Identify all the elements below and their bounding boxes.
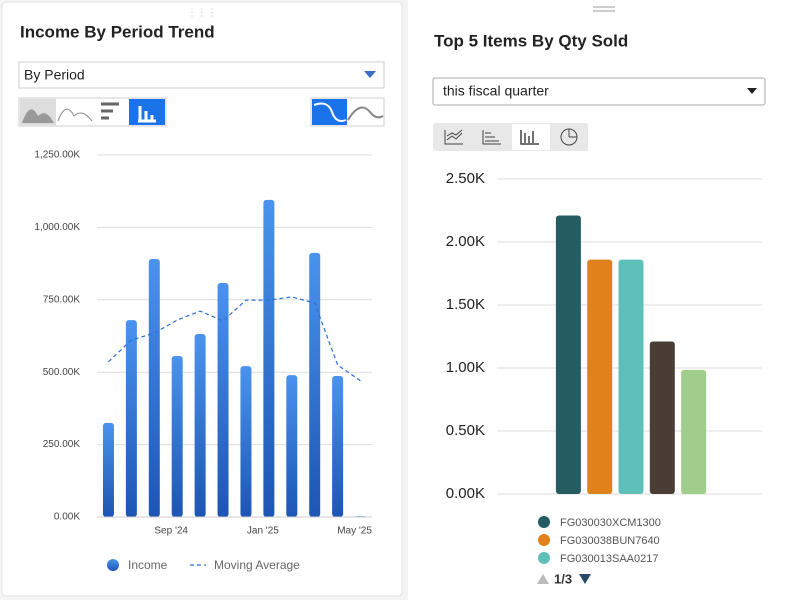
bar xyxy=(102,422,114,517)
y-tick-label: 0.00K xyxy=(446,485,485,502)
y-tick-label: 500.00K xyxy=(43,367,81,378)
legend-label[interactable]: Income xyxy=(128,558,168,572)
bar xyxy=(217,283,229,517)
quarter-dropdown[interactable] xyxy=(432,77,766,106)
bar xyxy=(309,252,321,517)
x-tick-label: May '25 xyxy=(337,526,372,537)
hbar-button[interactable] xyxy=(101,102,119,120)
line-button[interactable] xyxy=(57,108,93,122)
icon xyxy=(138,106,156,123)
pager-up[interactable] xyxy=(537,574,549,584)
bar xyxy=(555,215,581,495)
icon xyxy=(313,102,347,122)
bar xyxy=(240,366,252,517)
bar xyxy=(125,320,137,517)
chart-title: Income By Period Trend xyxy=(20,22,215,41)
bar xyxy=(587,259,613,494)
chart-type-toolbar xyxy=(433,123,588,151)
y-tick-label: 0.50K xyxy=(446,422,485,439)
legend-marker xyxy=(538,516,550,528)
dropdown-value: this fiscal quarter xyxy=(443,83,549,99)
y-tick-label: 2.50K xyxy=(446,170,485,187)
dropdown-arrow[interactable] xyxy=(747,88,757,94)
y-tick-label: 1,000.00K xyxy=(34,222,80,233)
pager-label: 1/3 xyxy=(554,571,572,586)
bar xyxy=(194,333,206,517)
dropdown-value: By Period xyxy=(24,67,85,83)
bar xyxy=(286,375,298,517)
bar xyxy=(263,199,275,517)
dropdown-arrow[interactable] xyxy=(364,71,376,78)
drag-handle[interactable]: ⋮⋮⋮ xyxy=(187,8,217,19)
legend-marker xyxy=(538,534,550,546)
hbar-button[interactable] xyxy=(482,130,501,145)
legend-marker xyxy=(107,559,119,571)
icon xyxy=(22,109,54,123)
toolbar xyxy=(433,123,588,151)
chart-title: Top 5 Items By Qty Sold xyxy=(434,31,628,50)
legend: FG030030XCM1300 FG030038BUN7640 FG030013SA… xyxy=(538,516,661,565)
bar-button[interactable] xyxy=(512,124,550,150)
bar xyxy=(618,259,644,494)
bar xyxy=(681,369,707,494)
y-tick-label: 1.50K xyxy=(446,296,485,313)
y-tick-label: 250.00K xyxy=(43,439,81,450)
y-tick-label: 1,250.00K xyxy=(34,150,80,161)
legend-label[interactable]: FG030030XCM1300 xyxy=(560,517,661,529)
drag-handle[interactable] xyxy=(593,6,615,8)
bar xyxy=(332,375,344,517)
y-tick-label: 1.00K xyxy=(446,359,485,376)
trend-off[interactable] xyxy=(347,106,384,121)
line-button[interactable] xyxy=(444,129,463,145)
plots: 0.00K 250.00K 500.00K 750.00K 1,000.00K 1,250… xyxy=(34,150,762,565)
icon xyxy=(568,129,577,138)
moving-average-line xyxy=(108,296,361,382)
period-dropdown[interactable] xyxy=(18,61,385,89)
legend-label[interactable]: Moving Average xyxy=(214,558,300,572)
legend-label[interactable]: FG030013SAA0217 xyxy=(560,553,658,565)
drag-handle[interactable] xyxy=(593,10,615,12)
legend-label[interactable]: FG030038BUN7640 xyxy=(560,535,660,547)
card xyxy=(1,1,403,597)
pager-down[interactable] xyxy=(579,574,591,584)
icon xyxy=(520,130,539,145)
y-tick-label: 2.00K xyxy=(446,233,485,250)
y-tick-label: 750.00K xyxy=(43,294,81,305)
y-tick-label: 0.00K xyxy=(54,512,80,523)
chart-type-toolbar xyxy=(18,97,385,127)
x-tick-label: Sep '24 xyxy=(154,526,188,537)
x-tick-label: Jan '25 xyxy=(247,526,279,537)
bar xyxy=(148,258,160,517)
bar xyxy=(649,341,675,494)
legend-marker xyxy=(538,552,550,564)
bar xyxy=(171,355,183,517)
